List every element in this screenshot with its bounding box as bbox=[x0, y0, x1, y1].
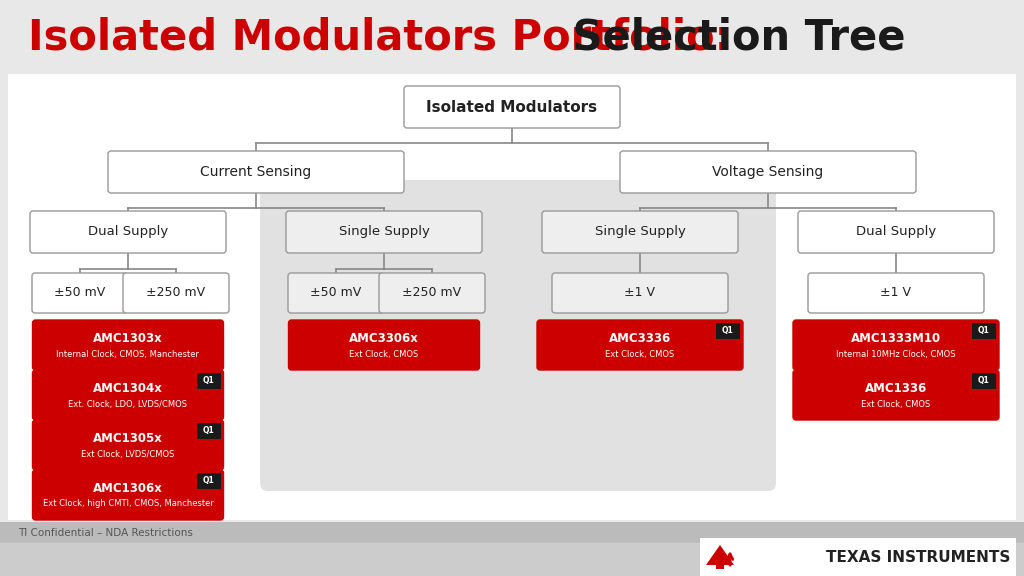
Text: Single Supply: Single Supply bbox=[339, 225, 429, 238]
FancyBboxPatch shape bbox=[0, 522, 1024, 576]
FancyBboxPatch shape bbox=[260, 180, 776, 491]
FancyBboxPatch shape bbox=[542, 211, 738, 253]
FancyBboxPatch shape bbox=[289, 320, 479, 370]
FancyBboxPatch shape bbox=[700, 538, 1016, 576]
FancyBboxPatch shape bbox=[808, 273, 984, 313]
Text: Selection Tree: Selection Tree bbox=[558, 17, 905, 59]
FancyBboxPatch shape bbox=[197, 373, 220, 389]
FancyBboxPatch shape bbox=[288, 273, 384, 313]
Text: Q1: Q1 bbox=[203, 426, 214, 435]
FancyBboxPatch shape bbox=[972, 373, 996, 389]
FancyBboxPatch shape bbox=[197, 423, 220, 439]
Text: Internal Clock, CMOS, Manchester: Internal Clock, CMOS, Manchester bbox=[56, 350, 200, 358]
FancyBboxPatch shape bbox=[793, 370, 999, 420]
FancyBboxPatch shape bbox=[972, 323, 996, 339]
FancyBboxPatch shape bbox=[620, 151, 916, 193]
Text: Dual Supply: Dual Supply bbox=[88, 225, 168, 238]
Text: Q1: Q1 bbox=[203, 377, 214, 385]
FancyBboxPatch shape bbox=[33, 470, 223, 520]
FancyBboxPatch shape bbox=[379, 273, 485, 313]
Text: AMC1306x: AMC1306x bbox=[93, 482, 163, 495]
FancyBboxPatch shape bbox=[286, 211, 482, 253]
Text: Ext Clock, CMOS: Ext Clock, CMOS bbox=[605, 350, 675, 358]
Text: Ext Clock, CMOS: Ext Clock, CMOS bbox=[861, 400, 931, 408]
Text: ±1 V: ±1 V bbox=[625, 286, 655, 300]
Text: ±50 mV: ±50 mV bbox=[54, 286, 105, 300]
Text: ±250 mV: ±250 mV bbox=[146, 286, 206, 300]
Text: Isolated Modulators Portfolio:: Isolated Modulators Portfolio: bbox=[28, 17, 731, 59]
FancyBboxPatch shape bbox=[793, 320, 999, 370]
FancyBboxPatch shape bbox=[716, 323, 740, 339]
Text: Internal 10MHz Clock, CMOS: Internal 10MHz Clock, CMOS bbox=[837, 350, 955, 358]
Text: Q1: Q1 bbox=[722, 327, 734, 335]
Text: ±250 mV: ±250 mV bbox=[402, 286, 462, 300]
Text: Ext Clock, LVDS/CMOS: Ext Clock, LVDS/CMOS bbox=[81, 449, 175, 458]
Text: Q1: Q1 bbox=[203, 476, 214, 486]
FancyBboxPatch shape bbox=[32, 273, 128, 313]
FancyBboxPatch shape bbox=[0, 543, 1024, 576]
Text: Single Supply: Single Supply bbox=[595, 225, 685, 238]
Text: Voltage Sensing: Voltage Sensing bbox=[713, 165, 823, 179]
Text: Ext. Clock, LDO, LVDS/CMOS: Ext. Clock, LDO, LVDS/CMOS bbox=[69, 400, 187, 408]
FancyBboxPatch shape bbox=[798, 211, 994, 253]
Text: AMC3336: AMC3336 bbox=[609, 332, 671, 344]
FancyBboxPatch shape bbox=[33, 320, 223, 370]
FancyBboxPatch shape bbox=[8, 74, 1016, 520]
FancyBboxPatch shape bbox=[108, 151, 404, 193]
FancyBboxPatch shape bbox=[30, 211, 226, 253]
Text: AMC1336: AMC1336 bbox=[865, 381, 927, 395]
Text: TEXAS INSTRUMENTS: TEXAS INSTRUMENTS bbox=[825, 550, 1010, 564]
Text: AMC1333M10: AMC1333M10 bbox=[851, 332, 941, 344]
FancyBboxPatch shape bbox=[552, 273, 728, 313]
Text: AMC3306x: AMC3306x bbox=[349, 332, 419, 344]
FancyBboxPatch shape bbox=[0, 0, 1024, 72]
Text: Q1: Q1 bbox=[978, 377, 990, 385]
Text: AMC1303x: AMC1303x bbox=[93, 332, 163, 344]
FancyBboxPatch shape bbox=[197, 473, 220, 489]
Text: Isolated Modulators: Isolated Modulators bbox=[426, 100, 598, 115]
FancyBboxPatch shape bbox=[123, 273, 229, 313]
Text: Ext Clock, CMOS: Ext Clock, CMOS bbox=[349, 350, 419, 358]
FancyBboxPatch shape bbox=[33, 370, 223, 420]
FancyBboxPatch shape bbox=[537, 320, 743, 370]
Text: ±50 mV: ±50 mV bbox=[310, 286, 361, 300]
Text: AMC1305x: AMC1305x bbox=[93, 431, 163, 445]
Text: Ext Clock, high CMTI, CMOS, Manchester: Ext Clock, high CMTI, CMOS, Manchester bbox=[43, 499, 213, 509]
Text: AMC1304x: AMC1304x bbox=[93, 381, 163, 395]
Text: ±1 V: ±1 V bbox=[881, 286, 911, 300]
Text: Q1: Q1 bbox=[978, 327, 990, 335]
FancyBboxPatch shape bbox=[33, 420, 223, 470]
Text: Current Sensing: Current Sensing bbox=[201, 165, 311, 179]
Text: Dual Supply: Dual Supply bbox=[856, 225, 936, 238]
Polygon shape bbox=[706, 545, 734, 569]
FancyBboxPatch shape bbox=[404, 86, 620, 128]
Text: TI Confidential – NDA Restrictions: TI Confidential – NDA Restrictions bbox=[18, 528, 193, 538]
